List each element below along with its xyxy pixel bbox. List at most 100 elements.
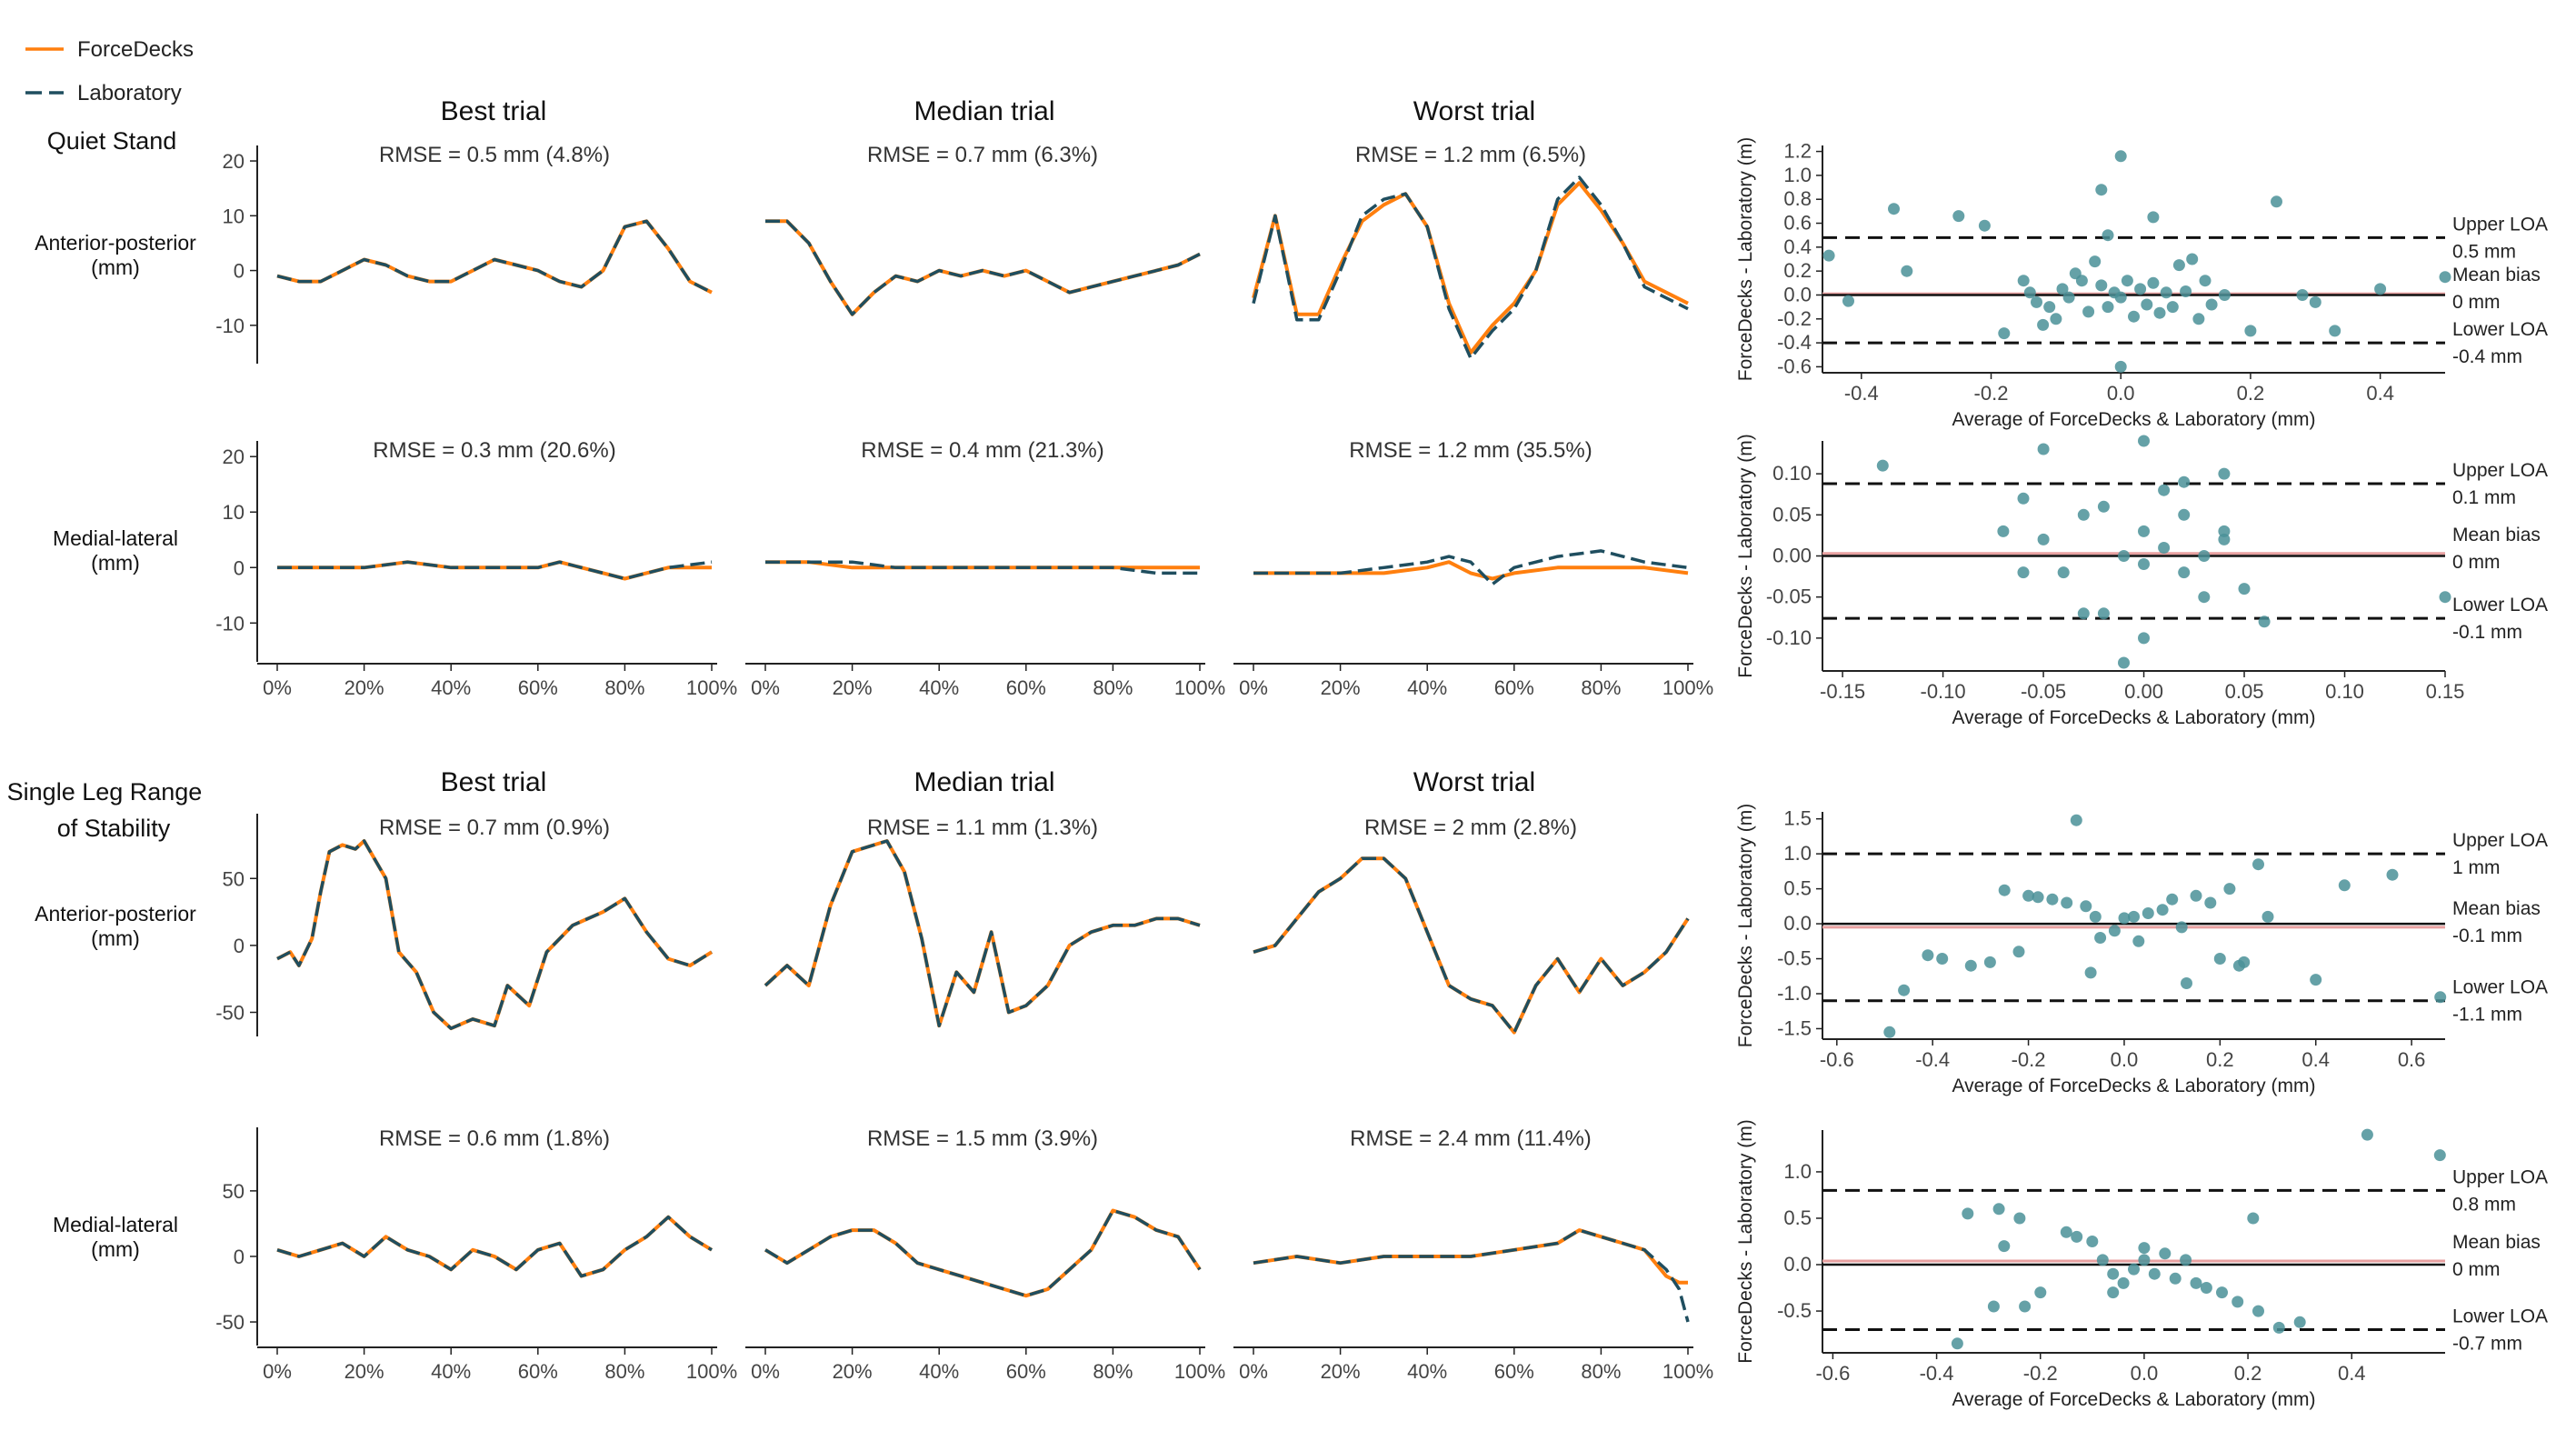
data-point [2097, 607, 2110, 620]
ba-y-axis-label: ForceDecks - Laboratory (m) [1735, 434, 1756, 677]
lower-loa-title: Lower LOA [2452, 319, 2548, 340]
data-point [2310, 974, 2322, 986]
x-tick-label: 0% [263, 1360, 292, 1383]
x-tick-label: 40% [431, 1360, 471, 1383]
data-point [2329, 325, 2341, 337]
data-point [2114, 360, 2127, 373]
data-point [2147, 276, 2160, 289]
rmse-label: RMSE = 0.3 mm (20.6%) [373, 438, 615, 463]
data-point [2089, 910, 2102, 923]
column-title-best-2: Best trial [441, 767, 547, 797]
ba-x-tick-label: -0.2 [2012, 1048, 2046, 1071]
ba-y-axis-label: ForceDecks - Laboratory (m) [1735, 137, 1756, 381]
data-point [1964, 959, 1977, 972]
data-point [1997, 525, 2010, 537]
data-point [1883, 1026, 1896, 1038]
data-point [2114, 291, 2127, 304]
legend-label-forcedecks: ForceDecks [77, 37, 194, 62]
ba-x-axis-label: Average of ForceDecks & Laboratory (mm) [1952, 409, 2316, 430]
data-point [2017, 492, 2030, 505]
data-point [2190, 1276, 2202, 1289]
data-point [1951, 1337, 1963, 1350]
ba-y-tick-label: 0.5 [1783, 1206, 1812, 1229]
data-point [2023, 286, 2036, 299]
x-tick-label: 60% [1006, 1360, 1046, 1383]
row-label-sl-ml-1: Medial-lateral [53, 1213, 178, 1236]
mean-bias-title: Mean bias [2452, 265, 2541, 285]
data-point [2153, 306, 2166, 319]
ba-y-tick-label: 0.6 [1783, 212, 1812, 235]
row-label-qs-ml-1: Medial-lateral [53, 526, 178, 550]
data-point [2213, 953, 2226, 965]
x-tick-label: 40% [431, 676, 471, 699]
data-point [2252, 1305, 2264, 1317]
data-point [2158, 542, 2171, 554]
data-point [2089, 255, 2102, 268]
data-point [2218, 289, 2231, 301]
data-point [2180, 285, 2192, 297]
mean-bias-value: 0 mm [2452, 552, 2501, 573]
x-tick-label: 0% [263, 676, 292, 699]
data-point [2138, 435, 2150, 447]
data-point [2204, 896, 2217, 909]
data-point [2169, 1272, 2182, 1285]
ba-y-tick-label: -0.4 [1777, 331, 1812, 354]
column-title-best-1: Best trial [441, 96, 547, 126]
upper-loa-title: Upper LOA [2452, 830, 2548, 851]
data-point [2186, 253, 2199, 265]
data-point [2128, 910, 2140, 923]
data-point [2031, 295, 2042, 308]
ba-y-tick-label: -0.10 [1766, 626, 1812, 649]
ba-x-tick-label: 0.4 [2301, 1048, 2330, 1071]
data-point [2296, 289, 2309, 301]
ba-x-tick-label: -0.15 [1820, 680, 1865, 703]
series-line-laboratory [764, 839, 1201, 1027]
ba-y-tick-label: 0.5 [1783, 877, 1812, 900]
data-point [1842, 295, 1854, 307]
data-point [2060, 1226, 2072, 1238]
data-point [2244, 325, 2257, 337]
lower-loa-title: Lower LOA [2452, 595, 2548, 615]
ba-x-tick-label: 0.0 [2111, 1048, 2139, 1071]
data-point [2132, 935, 2145, 947]
x-tick-label: 60% [518, 1360, 558, 1383]
series-line-forcedecks [1253, 856, 1690, 1035]
ba-y-tick-label: -0.5 [1777, 1299, 1812, 1322]
data-point [2062, 291, 2075, 304]
y-tick-label: -10 [215, 315, 245, 337]
data-point [2034, 1286, 2047, 1299]
data-point [2077, 607, 2090, 620]
ba-x-tick-label: 0.4 [2366, 382, 2394, 405]
data-point [2107, 1267, 2120, 1280]
lower-loa-title: Lower LOA [2452, 977, 2548, 998]
rmse-label: RMSE = 0.7 mm (0.9%) [379, 816, 610, 840]
data-point [2159, 1247, 2172, 1260]
data-point [1922, 949, 1934, 962]
data-point [2095, 184, 2108, 196]
line-row-2: 50 0 -50 RMSE = 0.7 mm (0.9%) RMSE = 1.1 mm … [215, 814, 1690, 1036]
charts-layer: 20 10 0 -10 RMSE = 0.5 mm (4.8%) RMSE = 0.7 m… [215, 137, 2548, 1410]
ba-y-tick-label: 0.00 [1772, 545, 1812, 567]
ba-y-tick-label: -0.2 [1777, 307, 1812, 330]
data-point [2138, 632, 2150, 645]
y-tick-label: -10 [215, 612, 245, 635]
data-point [2178, 566, 2191, 579]
mean-bias-value: 0 mm [2452, 292, 2501, 313]
ba-y-tick-label: 1.0 [1783, 164, 1812, 186]
data-point [2180, 1254, 2192, 1266]
upper-loa-value: 0.5 mm [2452, 241, 2516, 262]
data-point [2178, 508, 2191, 521]
data-point [2166, 301, 2179, 314]
data-point [2077, 508, 2090, 521]
y-tick-label: 50 [223, 1180, 245, 1203]
data-point [2086, 1236, 2099, 1247]
data-point [1822, 249, 1835, 262]
row-label-qs-ap-1: Anterior-posterior [35, 231, 196, 255]
row-label-qs-ml-2: (mm) [91, 551, 140, 575]
x-tick-label: 0% [751, 1360, 780, 1383]
series-line-laboratory [277, 560, 713, 581]
ba-y-tick-label: -1.0 [1777, 982, 1812, 1005]
data-point [2082, 305, 2095, 318]
data-point [2175, 921, 2188, 934]
